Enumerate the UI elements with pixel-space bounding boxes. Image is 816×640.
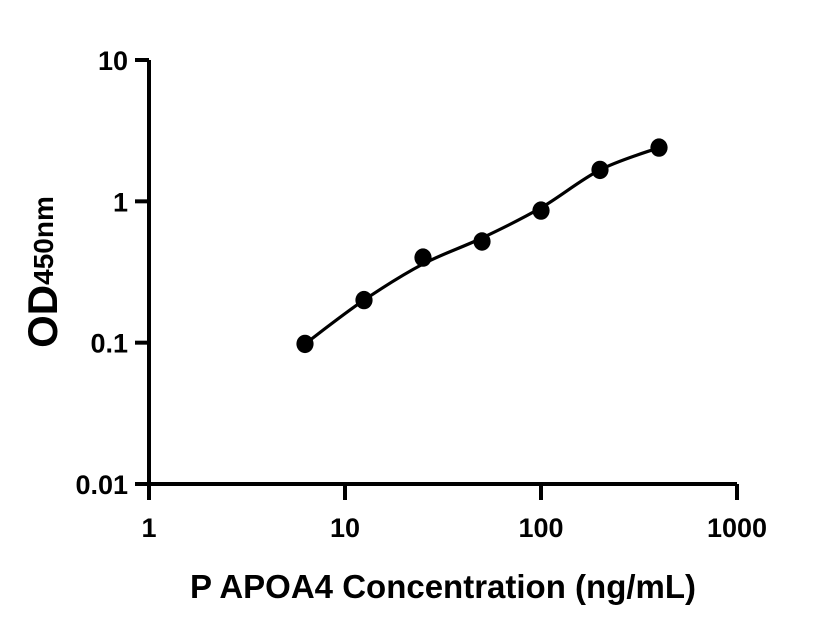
data-point-marker <box>591 160 609 180</box>
data-point-marker <box>532 201 550 220</box>
data-point-marker <box>296 334 314 354</box>
y-axis-title: OD450nm <box>19 196 66 348</box>
data-point-marker <box>473 232 491 251</box>
x-tick-label: 1 <box>141 513 156 543</box>
plot-area: 10 1 0.1 0.01 1 10 100 1000 <box>75 46 767 543</box>
y-axis-title-subscript: 450nm <box>28 196 59 285</box>
data-point-marker <box>650 138 668 157</box>
x-tick-label: 100 <box>518 513 563 543</box>
y-tick-label: 0.1 <box>90 329 128 359</box>
y-tick-label: 1 <box>113 187 128 217</box>
data-point-marker <box>355 290 373 310</box>
y-tick-label: 0.01 <box>75 470 128 500</box>
x-tick-label: 10 <box>330 513 360 543</box>
x-axis-title: P APOA4 Concentration (ng/mL) <box>190 568 696 605</box>
x-tick-label: 1000 <box>707 513 767 543</box>
axis-spines <box>147 60 737 486</box>
y-tick-label: 10 <box>98 46 128 76</box>
data-point-marker <box>414 248 432 267</box>
y-axis-title-main: OD <box>19 285 66 348</box>
